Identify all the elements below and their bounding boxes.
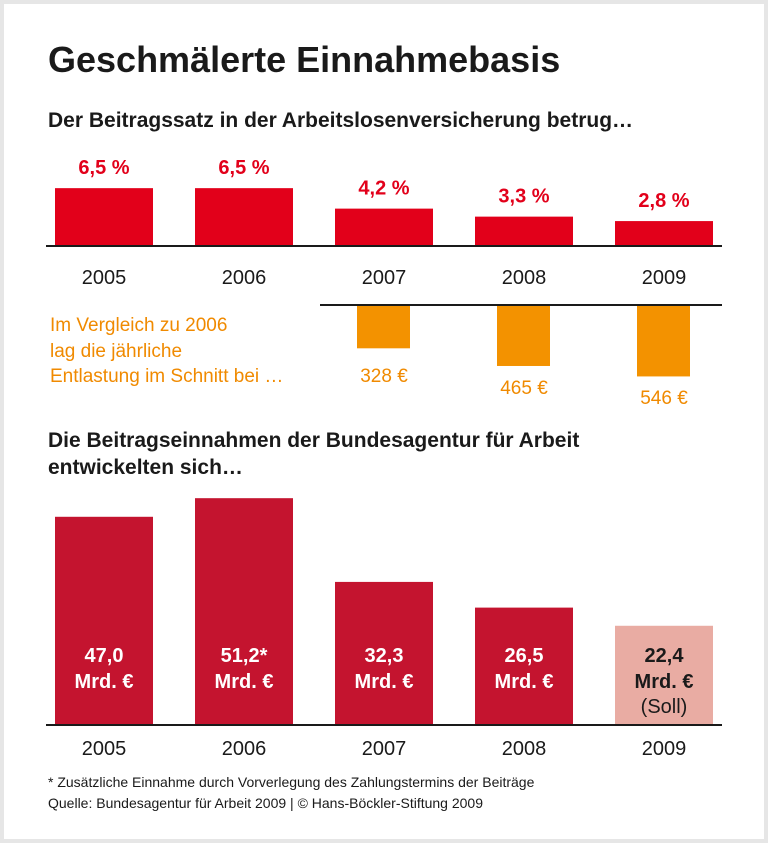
chart-svg: Geschmälerte Einnahmebasis Der Beitragss… (46, 39, 722, 811)
revenue-planned-label: (Soll) (641, 696, 688, 718)
revenue-unit-label: Mrd. € (635, 671, 694, 693)
rate-bar (55, 188, 153, 246)
relief-annotation-line-1: Im Vergleich zu 2006 (50, 315, 227, 336)
relief-annotation-line-2: lag die jährliche (50, 341, 182, 362)
rate-bar (615, 221, 713, 246)
rate-bar (335, 208, 433, 246)
revenue-year-label: 2006 (222, 738, 267, 760)
revenue-year-label: 2007 (362, 738, 407, 760)
rate-data-label: 6,5 % (78, 157, 129, 179)
revenue-data-label: 22,4 (645, 645, 685, 667)
footnote: * Zusätzliche Einnahme durch Vorverlegun… (48, 774, 535, 790)
revenue-bar (55, 516, 153, 725)
rate-year-label: 2006 (222, 267, 267, 289)
infographic: Geschmälerte Einnahmebasis Der Beitragss… (4, 4, 764, 839)
revenue-chart-title-line-1: Die Beitragseinnahmen der Bundesagentur … (48, 429, 579, 452)
revenue-unit-label: Mrd. € (75, 671, 134, 693)
revenue-bar (475, 607, 573, 725)
revenue-year-label: 2008 (502, 738, 547, 760)
revenue-year-label: 2005 (82, 738, 127, 760)
rate-year-label: 2007 (362, 267, 407, 289)
relief-bar (497, 306, 550, 366)
revenue-unit-label: Mrd. € (355, 671, 414, 693)
rate-year-label: 2009 (642, 267, 687, 289)
revenue-chart-title-line-2: entwickelten sich… (48, 456, 243, 479)
page-title: Geschmälerte Einnahmebasis (48, 39, 560, 80)
revenue-unit-label: Mrd. € (215, 671, 274, 693)
revenue-bar (615, 625, 713, 725)
revenue-bar (335, 581, 433, 725)
relief-data-label: 328 € (360, 366, 408, 387)
rate-data-label: 3,3 % (498, 186, 549, 208)
relief-bar (637, 306, 690, 377)
rate-data-label: 6,5 % (218, 157, 269, 179)
revenue-data-label: 47,0 (85, 645, 124, 667)
revenue-data-label: 26,5 (505, 645, 544, 667)
rate-data-label: 4,2 % (358, 178, 409, 200)
relief-data-label: 465 € (500, 378, 548, 399)
rate-year-label: 2008 (502, 267, 547, 289)
source-note: Quelle: Bundesagentur für Arbeit 2009 | … (48, 795, 483, 811)
relief-bar (357, 306, 410, 349)
relief-data-label: 546 € (640, 388, 688, 409)
rate-chart: 6,5 % 2005 6,5 % 2006 4,2 % 2007 3,3 % 2008 2,8 … (46, 157, 722, 289)
revenue-bar (195, 498, 293, 725)
revenue-chart: 47,0 Mrd. € 2005 51,2* Mrd. € 2006 32,3 Mrd. € 2… (46, 498, 722, 760)
revenue-data-label: 32,3 (365, 645, 404, 667)
rate-bar (195, 188, 293, 246)
revenue-year-label: 2009 (642, 738, 687, 760)
rate-chart-title: Der Beitragssatz in der Arbeitslosenvers… (48, 109, 633, 132)
rate-bar (475, 216, 573, 246)
rate-year-label: 2005 (82, 267, 127, 289)
rate-data-label: 2,8 % (638, 190, 689, 212)
revenue-data-label: 51,2* (221, 645, 268, 667)
relief-annotation-line-3: Entlastung im Schnitt bei … (50, 366, 283, 387)
relief-chart: Im Vergleich zu 2006 lag die jährliche E… (50, 304, 722, 409)
revenue-unit-label: Mrd. € (495, 671, 554, 693)
